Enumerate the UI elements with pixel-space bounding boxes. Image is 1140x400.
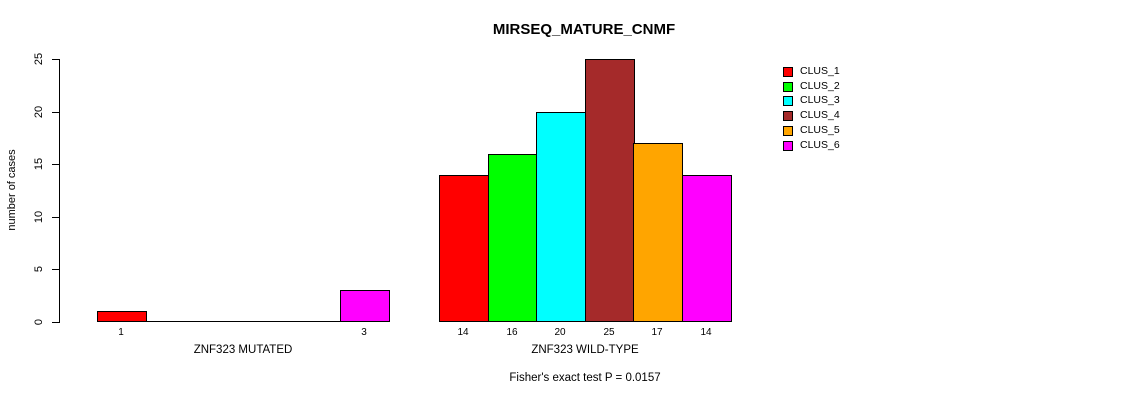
legend-swatch-clus_3 (783, 96, 793, 106)
legend-swatch-clus_1 (783, 67, 793, 77)
y-tick-label: 15 (33, 157, 45, 171)
bar-value-label: 1 (118, 327, 124, 338)
bar-clus_5-group1-zero (291, 321, 341, 322)
legend-item-clus_6: CLUS_6 (783, 139, 873, 153)
y-axis-label: number of cases (6, 149, 18, 231)
y-tick-label: 10 (33, 210, 45, 224)
bar-value-label: 20 (554, 327, 566, 338)
y-axis-tick (52, 269, 59, 270)
legend-swatch-clus_4 (783, 111, 793, 121)
legend-item-clus_2: CLUS_2 (783, 80, 873, 94)
y-tick-label: 25 (33, 52, 45, 66)
group-label-wildtype: ZNF323 WILD-TYPE (531, 344, 639, 356)
bar-clus_1-group1 (97, 311, 147, 322)
bar-clus_6-group2 (682, 175, 732, 322)
legend-swatch-clus_6 (783, 141, 793, 151)
bar-value-label: 25 (603, 327, 615, 338)
legend-label: CLUS_4 (800, 109, 840, 121)
bar-value-label: 3 (361, 327, 367, 338)
bar-value-label: 14 (700, 327, 712, 338)
bar-clus_5-group2 (633, 143, 683, 322)
y-tick-label: 0 (33, 318, 45, 326)
chart-title: MIRSEQ_MATURE_CNMF (492, 21, 676, 38)
legend-item-clus_3: CLUS_3 (783, 94, 873, 108)
legend-label: CLUS_6 (800, 139, 840, 151)
legend-item-clus_1: CLUS_1 (783, 65, 873, 79)
legend-label: CLUS_1 (800, 65, 840, 77)
y-axis-tick (52, 112, 59, 113)
bar-clus_2-group1-zero (146, 321, 196, 322)
y-axis-tick (52, 217, 59, 218)
bar-clus_4-group1-zero (243, 321, 293, 322)
legend-label: CLUS_2 (800, 80, 840, 92)
legend-label: CLUS_5 (800, 124, 840, 136)
y-tick-label: 20 (33, 105, 45, 119)
bar-value-label: 14 (457, 327, 469, 338)
y-axis-line (59, 59, 60, 323)
bar-value-label: 16 (506, 327, 518, 338)
annotation-text: Fisher's exact test P = 0.0157 (509, 372, 661, 384)
legend-swatch-clus_2 (783, 82, 793, 92)
y-axis-tick (52, 164, 59, 165)
bar-clus_3-group1-zero (194, 321, 244, 322)
bar-clus_1-group2 (439, 175, 489, 322)
bar-value-label: 17 (651, 327, 663, 338)
y-tick-label: 5 (33, 265, 45, 273)
legend-swatch-clus_5 (783, 126, 793, 136)
bar-clus_3-group2 (536, 112, 586, 322)
bar-clus_4-group2 (585, 59, 635, 322)
y-axis-tick (52, 322, 59, 323)
legend-item-clus_4: CLUS_4 (783, 109, 873, 123)
bar-clus_6-group1 (340, 290, 390, 322)
y-axis-tick (52, 59, 59, 60)
legend-item-clus_5: CLUS_5 (783, 124, 873, 138)
legend-label: CLUS_3 (800, 94, 840, 106)
bar-clus_2-group2 (488, 154, 538, 322)
group-label-mutated: ZNF323 MUTATED (193, 344, 293, 356)
